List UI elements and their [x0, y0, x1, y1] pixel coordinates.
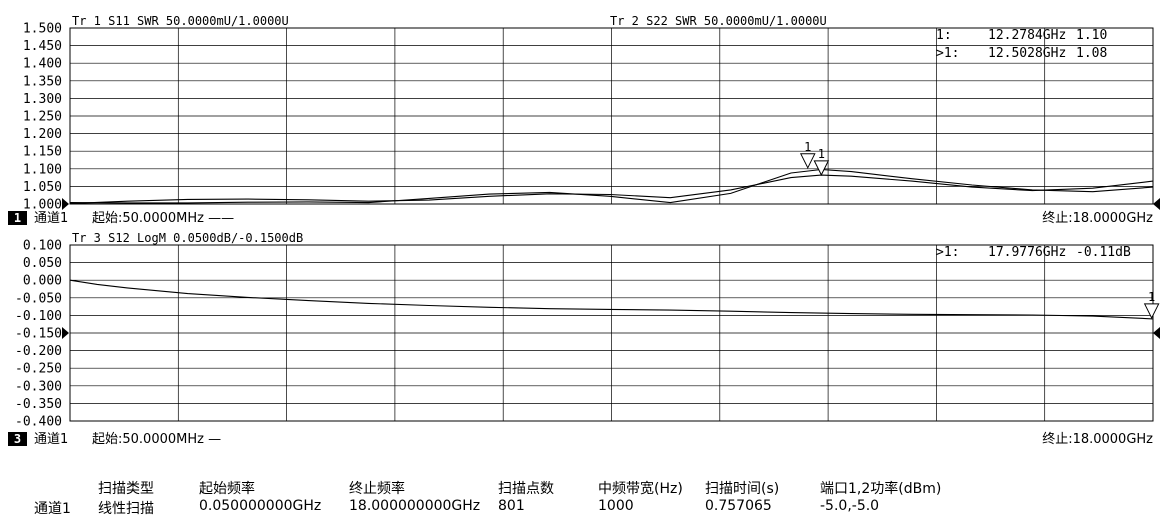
marker-readout-freq: 17.9776GHz	[988, 245, 1066, 260]
trace-header: Tr 2 S22 SWR 50.0000mU/1.0000U	[610, 14, 827, 28]
param-sweep-type: 线性扫描	[98, 501, 154, 517]
marker-label: 1	[1148, 290, 1155, 304]
param-header-port-power: 端口1,2功率(dBm)	[820, 481, 942, 497]
start-frequency-label: 起始:50.0000MHz —	[92, 432, 221, 447]
y-tick-label: 1.150	[23, 145, 62, 160]
marker-readout-prefix: 1:	[936, 28, 952, 43]
trace-header: Tr 1 S11 SWR 50.0000mU/1.0000U	[72, 14, 289, 28]
y-tick-label: -0.300	[15, 379, 62, 394]
marker-label: 1	[804, 140, 811, 154]
y-tick-label: 1.250	[23, 110, 62, 125]
stop-frequency-label: 终止:18.0000GHz	[1042, 431, 1153, 447]
y-tick-label: 1.450	[23, 39, 62, 54]
reference-arrow-right	[1153, 198, 1160, 210]
param-header-points: 扫描点数	[498, 481, 554, 497]
y-tick-label: 0.100	[23, 239, 62, 254]
channel-number-badge	[8, 432, 27, 446]
param-start-freq: 0.050000000GHz	[199, 498, 322, 514]
y-tick-label: 1.400	[23, 57, 62, 72]
analyzer-display: 1.500 1.450 1.400 1.350 1.300 1.250 1.200 1.150…	[8, 14, 1160, 447]
y-tick-label: -0.250	[15, 362, 62, 377]
y-tick-label: -0.400	[15, 415, 62, 430]
trace-line	[69, 174, 1154, 205]
y-tick-label: 1.300	[23, 92, 62, 107]
marker-readout-prefix: >1:	[936, 245, 959, 260]
y-tick-label: -0.350	[15, 397, 62, 412]
param-header-stop-freq: 终止频率	[349, 481, 405, 497]
start-frequency-label: 起始:50.0000MHz ——	[92, 211, 234, 226]
trace-header: Tr 3 S12 LogM 0.0500dB/-0.1500dB	[72, 231, 303, 245]
param-header-sweep-type: 扫描类型	[98, 481, 154, 497]
y-tick-label: 1.350	[23, 74, 62, 89]
param-points: 801	[498, 498, 525, 514]
stop-frequency-label: 终止:18.0000GHz	[1042, 210, 1153, 226]
y-tick-label: 0.050	[23, 256, 62, 271]
marker-readout-value: -0.11dB	[1076, 245, 1131, 260]
y-tick-label: -0.050	[15, 291, 62, 306]
channel-label: 通道1	[34, 211, 68, 226]
param-header-start-freq: 起始频率	[199, 481, 255, 497]
marker-triangle	[799, 153, 816, 169]
marker-triangle	[813, 160, 830, 176]
marker-readout-freq: 12.2784GHz	[988, 28, 1066, 43]
y-tick-label: 0.000	[23, 274, 62, 289]
channel-number: 1	[14, 211, 21, 225]
param-header-if-bandwidth: 中频带宽(Hz)	[598, 481, 683, 497]
y-tick-label: 1.500	[23, 22, 62, 37]
y-tick-label: -0.150	[15, 327, 62, 342]
y-tick-label: -0.200	[15, 344, 62, 359]
y-tick-label: 1.000	[23, 198, 62, 213]
marker-readout-value: 1.10	[1076, 28, 1107, 43]
param-port-power: -5.0,-5.0	[820, 498, 880, 514]
trace-line	[69, 168, 1154, 204]
y-tick-label: 1.200	[23, 127, 62, 142]
param-stop-freq: 18.000000000GHz	[349, 498, 481, 514]
param-header-sweep-time: 扫描时间(s)	[705, 481, 780, 497]
channel-number-badge	[8, 211, 27, 225]
param-row-label: 通道1	[34, 501, 71, 517]
y-tick-label: -0.100	[15, 309, 62, 324]
param-if-bandwidth: 1000	[598, 498, 634, 514]
marker-readout-prefix: >1:	[936, 46, 959, 61]
marker-triangle	[1143, 303, 1160, 320]
reference-arrow-left	[62, 327, 69, 339]
y-tick-label: 1.100	[23, 162, 62, 177]
trace-line	[69, 279, 1154, 320]
marker-label: 1	[818, 147, 825, 161]
channel-number: 3	[14, 432, 21, 446]
param-sweep-time: 0.757065	[705, 498, 772, 514]
reference-arrow-right	[1153, 327, 1160, 339]
channel-parameters-table: 扫描类型 起始频率 终止频率 扫描点数 中频带宽(Hz) 扫描时间(s) 端口1…	[0, 474, 1160, 517]
y-tick-label: 1.050	[23, 180, 62, 195]
marker-readout-freq: 12.5028GHz	[988, 46, 1066, 61]
reference-arrow-left	[62, 198, 69, 210]
channel-label: 通道1	[34, 432, 68, 447]
marker-readout-value: 1.08	[1076, 46, 1107, 61]
